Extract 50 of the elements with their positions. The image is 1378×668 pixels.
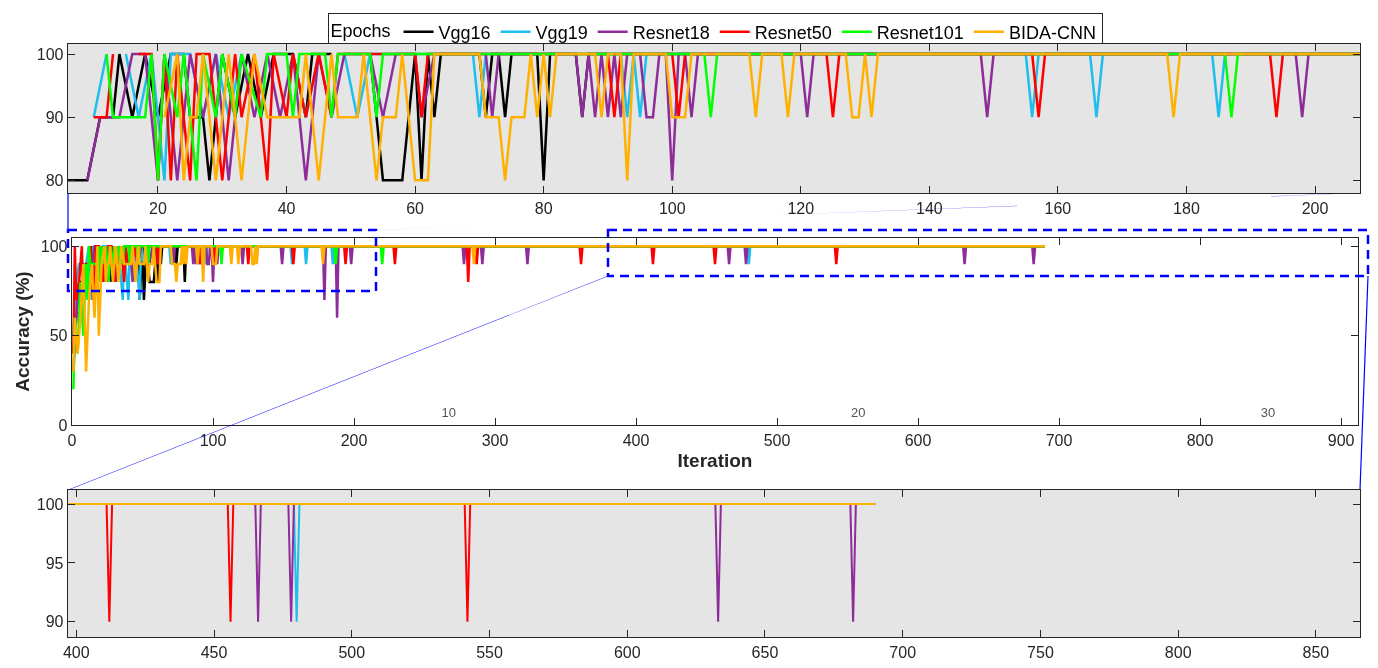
x-tick-label: 100 <box>658 199 686 217</box>
y-axis-title: Accuracy (%) <box>11 271 33 392</box>
x-tick-label: 400 <box>622 431 650 449</box>
x-axis-title: Iteration <box>677 450 753 472</box>
y-tick-label: 100 <box>40 237 68 255</box>
x-tick-label: 800 <box>1186 431 1214 449</box>
x-tick-label: 180 <box>1173 199 1200 217</box>
x-tick-label: 100 <box>199 431 227 449</box>
x-tick-label: 450 <box>200 643 228 661</box>
x-tick-label: 500 <box>338 643 366 661</box>
x-tick-label: 500 <box>763 431 791 449</box>
legend-label: BIDA-CNN <box>1008 22 1096 43</box>
y-tick-label: 95 <box>45 554 64 572</box>
x-tick-label: 800 <box>1164 643 1192 661</box>
x-tick-label: 200 <box>1301 199 1329 217</box>
legend-title: Epochs <box>330 21 391 42</box>
x-tick-label: 80 <box>534 199 553 217</box>
x-tick-label: 160 <box>1044 199 1072 217</box>
legend-label: Resnet101 <box>876 22 964 43</box>
x-tick-label: 120 <box>787 199 815 217</box>
y-tick-label: 90 <box>45 613 64 631</box>
x-tick-label: 400 <box>62 643 90 661</box>
y-tick-label: 100 <box>36 45 64 63</box>
y-tick-label: 50 <box>49 327 68 345</box>
y-tick-label: 90 <box>45 108 64 126</box>
x-tick-label: 850 <box>1302 643 1330 661</box>
legend-label: Resnet18 <box>632 22 710 43</box>
x2-tick-label: 10 <box>441 405 457 421</box>
legend-label: Resnet50 <box>754 22 832 43</box>
x-tick-label: 600 <box>613 643 641 661</box>
x-tick-label: 300 <box>481 431 509 449</box>
x-tick-label: 20 <box>149 199 167 217</box>
x-tick-label: 140 <box>915 199 943 217</box>
x-tick-label: 60 <box>406 199 425 217</box>
x2-tick-label: 30 <box>1260 405 1276 421</box>
y-tick-label: 0 <box>58 416 68 434</box>
y-tick-label: 100 <box>36 495 64 513</box>
legend-label: Vgg19 <box>535 22 588 43</box>
x-tick-label: 40 <box>277 199 296 217</box>
x-tick-label: 900 <box>1327 431 1355 449</box>
x-tick-label: 700 <box>889 643 917 661</box>
y-tick-label: 80 <box>45 171 64 189</box>
x-tick-label: 200 <box>340 431 368 449</box>
legend-label: Vgg16 <box>438 22 491 43</box>
x-tick-label: 700 <box>1045 431 1073 449</box>
x2-tick-label: 20 <box>851 405 866 421</box>
x-tick-label: 600 <box>904 431 932 449</box>
x-tick-label: 650 <box>751 643 779 661</box>
x-tick-label: 750 <box>1027 643 1054 661</box>
x-tick-label: 550 <box>476 643 503 661</box>
